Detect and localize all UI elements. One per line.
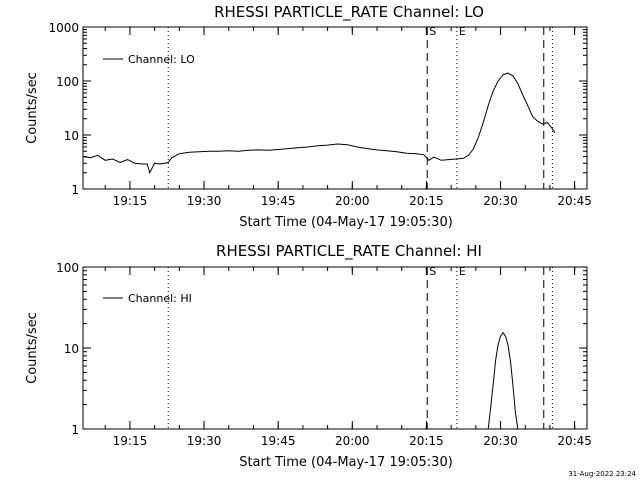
series-line xyxy=(487,331,519,430)
panel-hi: RHESSI PARTICLE_RATE Channel: HI Counts/… xyxy=(25,242,592,470)
x-tick-label: 20:00 xyxy=(335,194,370,208)
y-axis-label-lo: Counts/sec xyxy=(25,72,40,144)
plot-frame-lo xyxy=(82,26,588,190)
legend-label-lo: Channel: LO xyxy=(128,53,195,66)
y-axis-label-hi: Counts/sec xyxy=(25,312,40,384)
event-marker-label: E xyxy=(459,265,466,278)
x-tick-label: 19:15 xyxy=(113,194,148,208)
y-tick-label: 1 xyxy=(71,423,79,437)
tick-marks-lo xyxy=(83,26,587,190)
y-tick-label: 100 xyxy=(56,261,79,275)
data-series-hi xyxy=(487,331,519,430)
data-series-lo xyxy=(82,72,556,175)
y-tick-label: 10 xyxy=(64,129,79,143)
x-tick-label: 20:45 xyxy=(557,194,592,208)
tick-labels-hi: 19:15 19:30 19:45 20:00 20:15 20:30 20:45 1 10 10… xyxy=(56,261,592,448)
series-line xyxy=(82,72,556,175)
x-tick-label: 19:30 xyxy=(187,194,222,208)
tick-marks-hi xyxy=(83,266,587,430)
chart-title-lo: RHESSI PARTICLE_RATE Channel: LO xyxy=(214,3,484,22)
x-tick-label: 19:45 xyxy=(261,194,296,208)
y-tick-label: 1000 xyxy=(48,21,79,35)
chart-title-hi: RHESSI PARTICLE_RATE Channel: HI xyxy=(216,242,482,261)
y-tick-label: 10 xyxy=(64,342,79,356)
event-marker-label: E xyxy=(459,25,466,38)
x-tick-label: 20:15 xyxy=(409,434,444,448)
tick-labels-lo: 19:15 19:30 19:45 20:00 20:15 20:30 20:45 1 10 10… xyxy=(48,21,591,208)
x-tick-label: 19:45 xyxy=(261,434,296,448)
event-marker-label: S xyxy=(429,25,436,38)
y-tick-label: 1 xyxy=(71,183,79,197)
legend-lo: Channel: LO xyxy=(103,53,195,66)
x-axis-label-hi: Start Time (04-May-17 19:05:30) xyxy=(239,455,453,470)
event-marker-label: S xyxy=(429,265,436,278)
x-tick-label: 19:15 xyxy=(113,434,148,448)
y-tick-label: 100 xyxy=(56,75,79,89)
x-axis-label-lo: Start Time (04-May-17 19:05:30) xyxy=(239,215,453,230)
x-tick-label: 20:15 xyxy=(409,194,444,208)
x-tick-label: 19:30 xyxy=(187,434,222,448)
legend-hi: Channel: HI xyxy=(103,292,192,305)
legend-label-hi: Channel: HI xyxy=(128,292,192,305)
x-tick-label: 20:30 xyxy=(483,194,518,208)
x-tick-label: 20:00 xyxy=(335,434,370,448)
x-tick-label: 20:45 xyxy=(557,434,592,448)
panel-lo: RHESSI PARTICLE_RATE Channel: LO Counts/… xyxy=(25,3,592,230)
x-tick-label: 20:30 xyxy=(483,434,518,448)
footer-timestamp: 31-Aug-2022 23:24 xyxy=(568,470,636,478)
